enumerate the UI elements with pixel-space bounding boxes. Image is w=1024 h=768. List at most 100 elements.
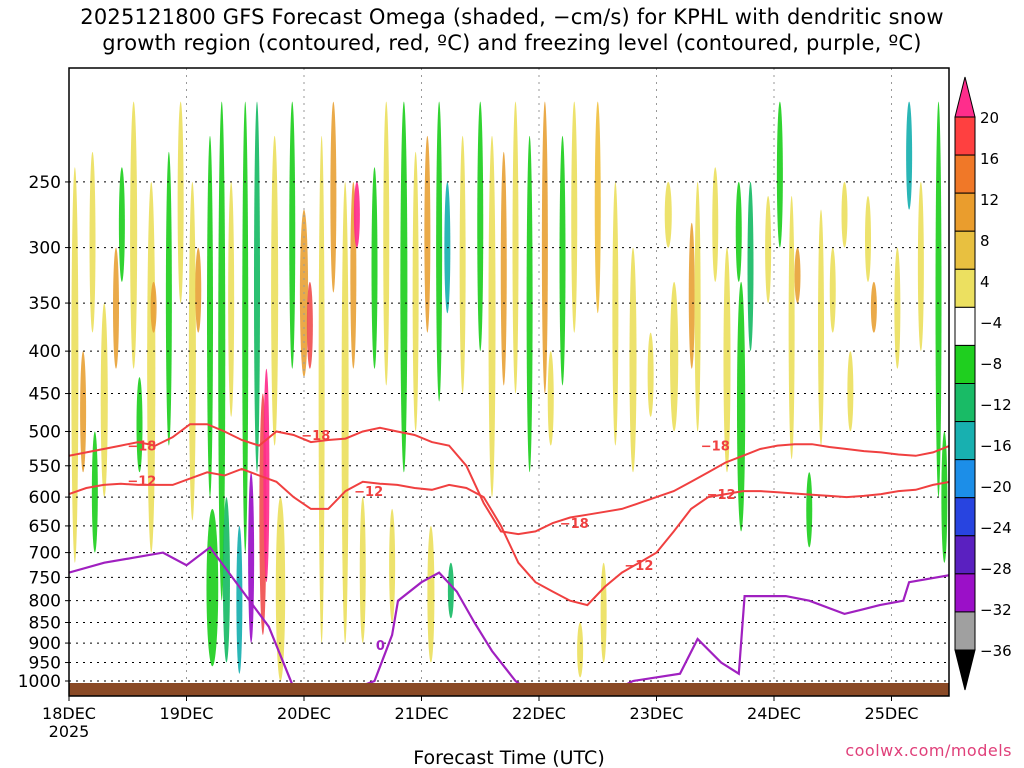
omega-cell: [263, 368, 270, 583]
x-tick-label: 19DEC: [160, 704, 214, 723]
contour-label: −18: [560, 517, 589, 532]
omega-cell: [547, 351, 554, 446]
omega-cell: [559, 135, 566, 386]
omega-cell: [91, 431, 98, 553]
y-tick-label: 450: [29, 385, 61, 405]
omega-cell: [477, 101, 484, 352]
colorbar-label: −28: [980, 560, 1012, 578]
colorbar-label: 4: [980, 273, 990, 291]
omega-cell: [71, 167, 79, 563]
omega-cell: [207, 135, 213, 498]
y-tick-label: 250: [29, 173, 61, 193]
omega-cell: [341, 181, 349, 644]
colorbar-label: −20: [980, 478, 1012, 496]
omega-cell: [723, 247, 731, 473]
omega-cell: [271, 135, 279, 446]
omega-cell: [242, 101, 249, 553]
omega-cell: [275, 497, 286, 681]
omega-cell: [806, 472, 813, 548]
omega-cell: [818, 209, 824, 446]
colorbar-band: [954, 421, 976, 461]
omega-cell: [794, 247, 801, 304]
colorbar-bottom-cap: [954, 649, 976, 691]
colorbar-band: [954, 154, 976, 194]
y-tick-label: 950: [29, 654, 61, 674]
omega-cell: [118, 167, 125, 282]
chart-title-line-1: 2025121800 GFS Forecast Omega (shaded, −…: [80, 5, 944, 29]
colorbar-band: [954, 497, 976, 537]
colorbar-band: [954, 230, 976, 270]
omega-cell: [330, 101, 337, 293]
y-tick-label: 1000: [18, 672, 61, 692]
freezing-level-label: 0: [376, 639, 385, 654]
contour-label: −18: [701, 440, 730, 455]
colorbar-band: [954, 459, 976, 499]
omega-cell: [647, 332, 654, 417]
y-tick-label: 900: [29, 634, 61, 654]
omega-cell: [222, 497, 230, 663]
omega-cell: [289, 101, 296, 369]
colorbar-label: −16: [980, 437, 1012, 455]
colorbar-label: −32: [980, 601, 1012, 619]
colorbar-label: −12: [980, 396, 1012, 414]
contour-label: −18: [127, 440, 156, 455]
omega-cell: [228, 181, 235, 417]
colorbar-top-cap: [954, 76, 976, 118]
omega-cell: [130, 101, 138, 369]
y-tick-label: 800: [29, 592, 61, 612]
omega-cell: [776, 101, 783, 248]
chart-title-line-2: growth region (contoured, red, ºC) and f…: [102, 31, 922, 55]
omega-cell: [447, 562, 454, 619]
colorbar-label: −24: [980, 519, 1012, 537]
ground-surface: [69, 683, 949, 696]
y-tick-label: 550: [29, 457, 61, 477]
omega-cell: [577, 622, 584, 678]
omega-cell: [788, 196, 795, 460]
contour-minus18: [69, 423, 949, 536]
contour-label: −12: [127, 475, 156, 490]
source-credit[interactable]: coolwx.com/models: [845, 741, 1012, 760]
omega-cell: [188, 181, 196, 521]
contour-label: −12: [354, 485, 383, 500]
omega-cell: [688, 222, 695, 369]
omega-cell: [571, 101, 578, 333]
omega-cell: [736, 281, 746, 532]
omega-cell: [847, 351, 854, 432]
colorbar-label: 8: [980, 232, 990, 250]
colorbar-band: [954, 192, 976, 232]
omega-cell: [829, 247, 836, 333]
omega-cell: [100, 303, 108, 498]
omega-cell: [236, 525, 243, 674]
omega-cell: [150, 281, 157, 333]
colorbar-band: [954, 535, 976, 575]
omega-cell: [113, 247, 119, 369]
x-tick-sublabel: 2025: [49, 722, 90, 741]
omega-cell: [512, 101, 519, 394]
omega-cell: [436, 101, 443, 402]
omega-cell: [353, 181, 360, 248]
omega-cell: [526, 135, 533, 473]
x-tick-label: 22DEC: [512, 704, 566, 723]
omega-cell: [459, 135, 466, 394]
omega-cell: [865, 196, 871, 282]
colorbar-label: 16: [980, 150, 999, 168]
plot-grid: [69, 68, 949, 696]
omega-cell: [165, 151, 172, 446]
x-tick-label: 24DEC: [747, 704, 801, 723]
omega-cell: [664, 181, 672, 248]
pressure-axis: 2503003504004505005506006507007508008509…: [18, 173, 69, 692]
y-tick-label: 500: [29, 422, 61, 442]
colorbar-label: 20: [980, 109, 999, 127]
omega-cell: [177, 101, 184, 304]
y-tick-label: 850: [29, 613, 61, 633]
omega-cell: [412, 151, 419, 432]
colorbar-label: −8: [980, 355, 1002, 373]
omega-cell: [427, 525, 435, 663]
omega-cell: [765, 196, 772, 304]
omega-cell: [694, 181, 701, 432]
omega-cell: [935, 101, 942, 498]
x-tick-label: 18DEC: [42, 704, 96, 723]
omega-cell: [894, 247, 901, 369]
colorbar-band: [954, 268, 976, 308]
